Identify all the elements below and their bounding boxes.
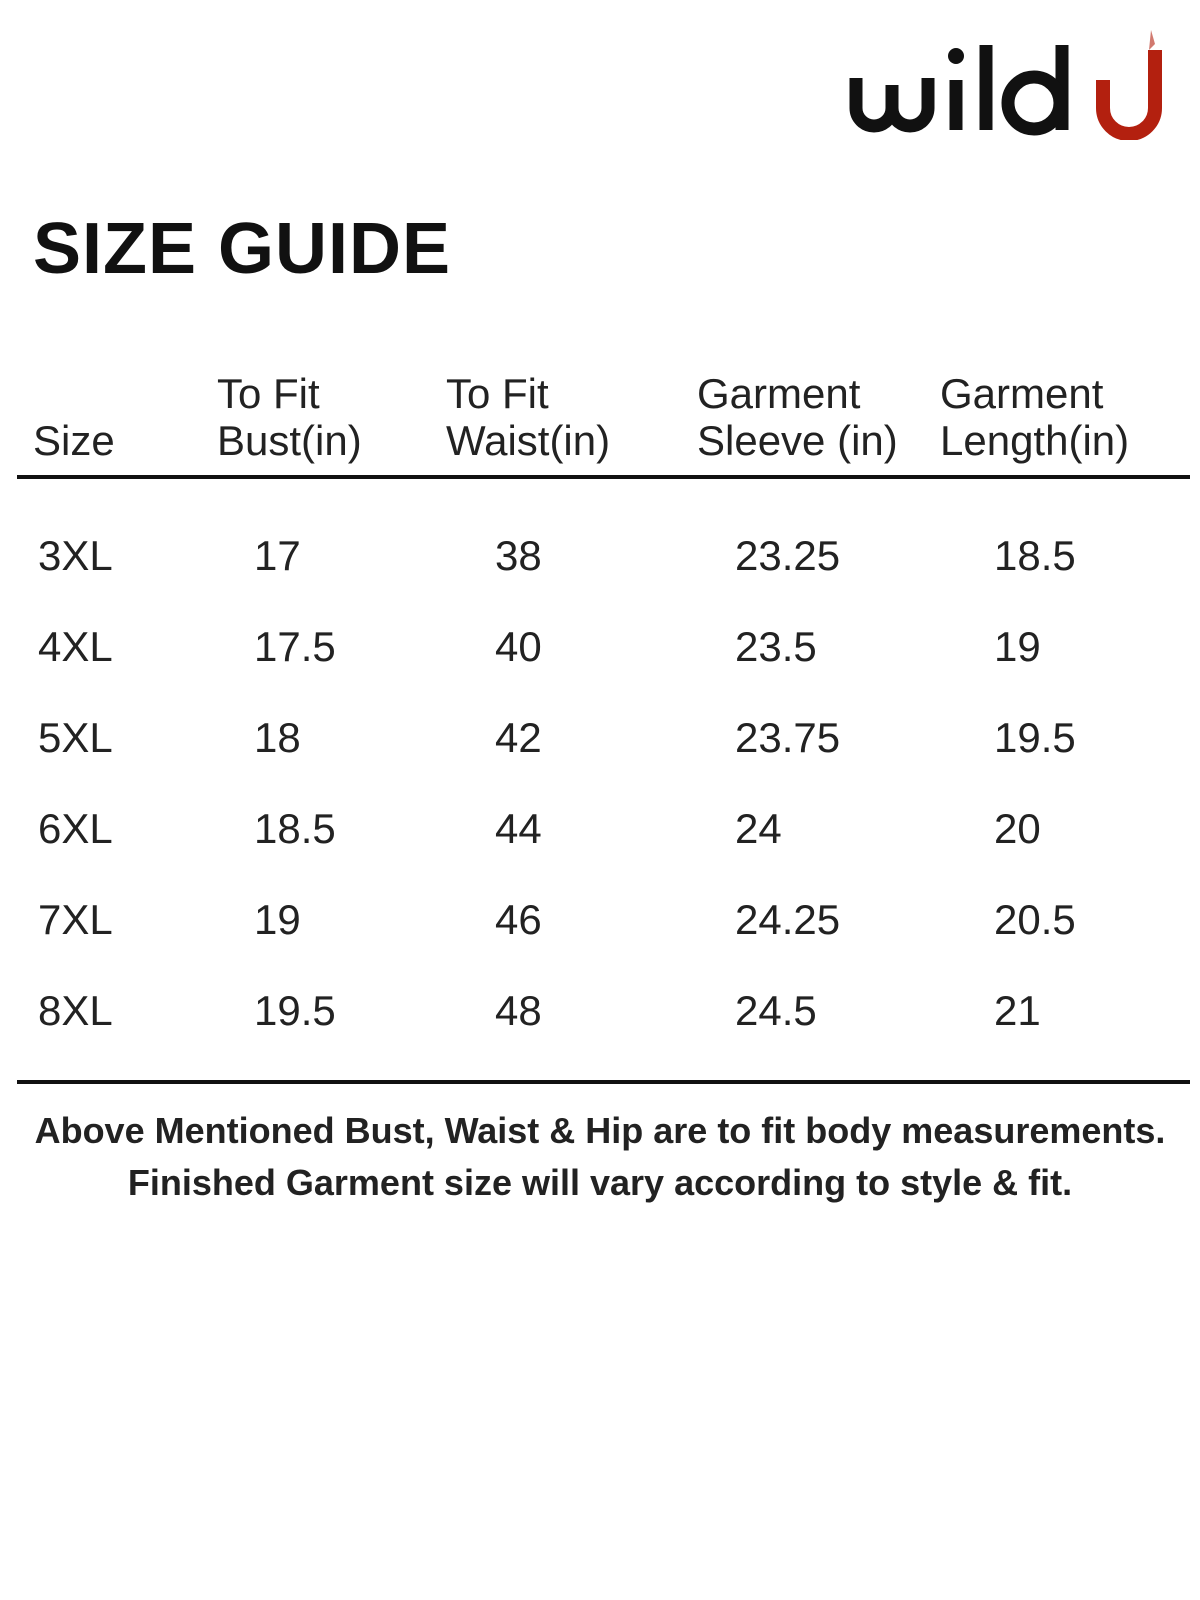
table-cell: 23.25 <box>735 532 841 579</box>
table-cell: 48 <box>495 987 542 1034</box>
table-cell: 7XL <box>38 896 113 943</box>
table-cell: 23.75 <box>735 714 841 761</box>
table-cell: 4XL <box>38 623 113 670</box>
fit-note: Above Mentioned Bust, Waist & Hip are to… <box>0 1105 1200 1209</box>
column-header: Waist(in) <box>446 417 611 464</box>
table-cell: 17 <box>254 532 301 579</box>
header-divider <box>17 475 1190 479</box>
table-cell: 19 <box>254 896 301 943</box>
table-cell: 6XL <box>38 805 113 852</box>
column-header: Length(in) <box>940 417 1130 464</box>
column-header: Garment <box>940 370 1104 417</box>
column-header: Sleeve (in) <box>697 417 898 464</box>
table-cell: 3XL <box>38 532 113 579</box>
table-cell: 44 <box>495 805 542 852</box>
table-cell: 19.5 <box>254 987 336 1034</box>
table-cell: 24.5 <box>735 987 817 1034</box>
note-line: Above Mentioned Bust, Waist & Hip are to… <box>34 1110 1166 1151</box>
column-header: Size <box>33 417 115 464</box>
table-cell: 24 <box>735 805 782 852</box>
table-cell: 8XL <box>38 987 113 1034</box>
table-cell: 42 <box>495 714 542 761</box>
table-cell: 46 <box>495 896 542 943</box>
table-cell: 20 <box>994 805 1041 852</box>
table-cell: 20.5 <box>994 896 1076 943</box>
table-bottom-divider <box>17 1080 1190 1084</box>
table-cell: 38 <box>495 532 542 579</box>
table-cell: 18 <box>254 714 301 761</box>
column-header: To Fit <box>446 370 549 417</box>
table-cell: 17.5 <box>254 623 336 670</box>
table-cell: 19 <box>994 623 1041 670</box>
table-cell: 18.5 <box>254 805 336 852</box>
table-cell: 23.5 <box>735 623 817 670</box>
brand-logo <box>848 30 1168 141</box>
column-header: Garment <box>697 370 861 417</box>
column-header: To Fit <box>217 370 320 417</box>
wild-u-logo-icon <box>849 30 1162 141</box>
column-header: Bust(in) <box>217 417 362 464</box>
table-cell: 19.5 <box>994 714 1076 761</box>
note-line: Finished Garment size will vary accordin… <box>127 1162 1073 1203</box>
table-cell: 24.25 <box>735 896 841 943</box>
table-cell: 40 <box>495 623 542 670</box>
table-cell: 18.5 <box>994 532 1076 579</box>
table-cell: 21 <box>994 987 1041 1034</box>
page-title: SIZE GUIDE <box>33 209 452 289</box>
table-cell: 5XL <box>38 714 113 761</box>
